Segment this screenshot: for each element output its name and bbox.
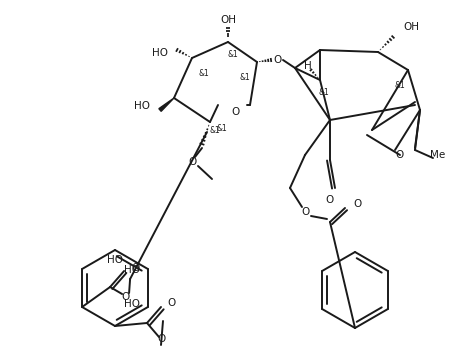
Text: Me: Me [430, 150, 445, 160]
Text: O: O [326, 195, 334, 205]
Polygon shape [159, 98, 174, 111]
Text: H: H [304, 61, 312, 71]
Text: O: O [301, 207, 309, 217]
Text: O: O [188, 157, 196, 167]
Text: O: O [131, 263, 140, 273]
Text: &1: &1 [395, 81, 405, 90]
Text: &1: &1 [199, 68, 209, 77]
Text: OH: OH [403, 22, 419, 32]
Text: &1: &1 [210, 126, 220, 135]
Text: O: O [396, 150, 404, 160]
Text: O: O [157, 334, 165, 344]
Text: HO: HO [134, 101, 150, 111]
Text: &1: &1 [217, 124, 227, 132]
Text: O: O [121, 292, 129, 302]
Text: &1: &1 [239, 73, 250, 82]
Text: &1: &1 [319, 87, 329, 97]
Text: HO: HO [152, 48, 168, 58]
Text: OH: OH [220, 15, 236, 25]
Text: HO: HO [107, 255, 123, 265]
Text: O: O [273, 55, 281, 65]
Text: HO: HO [124, 265, 140, 275]
Text: &1: &1 [228, 49, 239, 58]
Text: O: O [167, 298, 175, 308]
Text: O: O [353, 199, 361, 209]
Text: HO: HO [124, 299, 140, 309]
Text: O: O [231, 107, 239, 117]
